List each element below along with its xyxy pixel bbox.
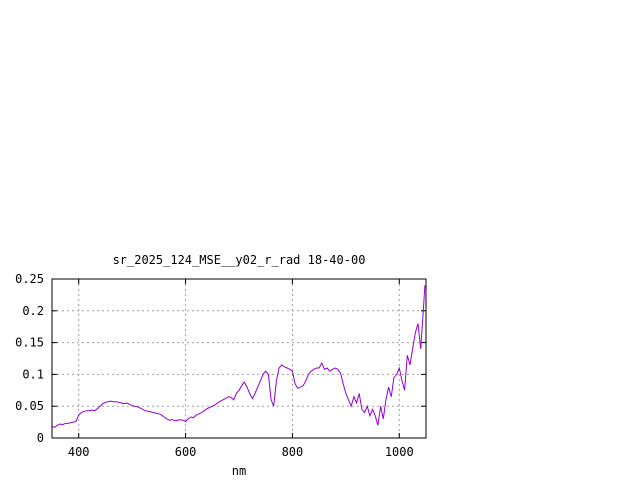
y-tick-label: 0.25 xyxy=(15,272,44,286)
x-tick-label: 600 xyxy=(175,445,197,459)
y-tick-label: 0.05 xyxy=(15,399,44,413)
chart-title: sr_2025_124_MSE__y02_r_rad 18-40-00 xyxy=(113,253,366,267)
y-tick-label: 0 xyxy=(37,431,44,445)
y-tick-label: 0.2 xyxy=(22,304,44,318)
x-tick-label: 1000 xyxy=(385,445,414,459)
plot-frame xyxy=(51,278,427,439)
spectrum-line xyxy=(51,285,426,428)
y-tick-label: 0.1 xyxy=(22,367,44,381)
x-tick-label: 400 xyxy=(68,445,90,459)
gridlines xyxy=(52,279,426,438)
x-axis-label: nm xyxy=(232,464,246,478)
x-tick-label: 800 xyxy=(282,445,304,459)
y-tick-label: 0.15 xyxy=(15,336,44,350)
axis-ticks: 400 600 800 1000 0 0.05 0.1 0.15 0.2 0.25 xyxy=(15,272,426,459)
